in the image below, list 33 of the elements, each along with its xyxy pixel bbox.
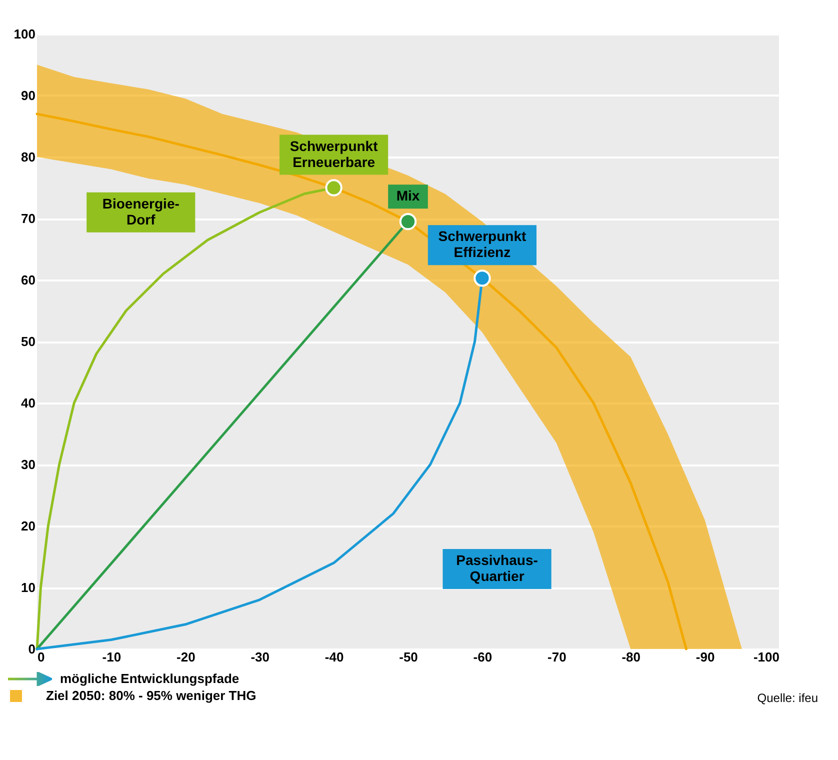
x-tick-label: -50	[399, 650, 418, 664]
legend-label: Ziel 2050: 80% - 95% weniger THG	[46, 688, 256, 703]
annotation: Schwerpunkt Erneuerbare	[290, 138, 378, 170]
x-tick-label: -100	[753, 650, 780, 664]
y-tick-label: 100	[14, 26, 36, 42]
x-tick-label: 0	[38, 650, 45, 664]
x-tick-label: -90	[696, 650, 715, 664]
y-tick-label: 20	[21, 518, 36, 534]
x-tick-label: -20	[176, 650, 196, 664]
x-tick-label: -70	[548, 650, 566, 664]
annotation: Schwerpunkt Effizienz	[438, 228, 526, 260]
line-series	[36, 112, 688, 650]
x-tick-label: -60	[473, 650, 492, 664]
y-tick-label: 80	[21, 150, 36, 164]
x-tick-label: -40	[324, 650, 344, 664]
y-tick-label: 50	[21, 334, 36, 349]
y-tick-label: 40	[21, 396, 36, 410]
y-tick-label: 60	[21, 272, 36, 288]
x-tick-label: -80	[622, 650, 640, 664]
point	[399, 213, 417, 230]
annotation: Bioenergie-Dorf	[102, 195, 180, 228]
x-tick-label: -30	[250, 650, 270, 664]
annotation: Mix	[396, 188, 420, 204]
y-tick-label: 10	[21, 580, 36, 595]
annotation: Passivhaus-Quartier	[456, 552, 538, 584]
point	[474, 270, 491, 287]
y-tick-label: 30	[21, 457, 36, 472]
text: mögliche Entwicklungspfade	[60, 671, 240, 686]
x-tick-label: -10	[102, 650, 122, 664]
y-tick-label: 70	[21, 211, 36, 226]
source-note: Quelle: ifeu	[757, 691, 818, 705]
y-tick-label: 90	[21, 88, 36, 103]
point	[325, 179, 342, 196]
